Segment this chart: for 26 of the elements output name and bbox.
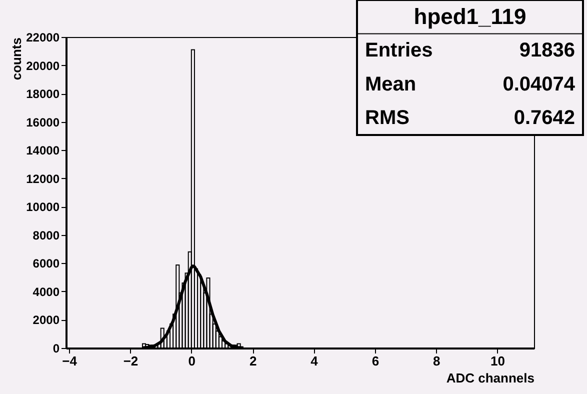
y-tick-label: 6000 [32, 256, 60, 271]
y-tick-label: 14000 [26, 144, 60, 158]
x-tick-label: 8 [433, 354, 440, 368]
y-tick-label: 16000 [26, 115, 60, 130]
x-tick-label: 2 [249, 354, 257, 368]
y-tick-label: 8000 [32, 228, 60, 242]
x-tick-label: 4 [310, 354, 319, 368]
x-tick-label: 0 [188, 354, 196, 368]
text: RMS 0.7642 [365, 107, 575, 130]
y-tick-label: 20000 [26, 58, 60, 73]
y-tick-label: 22000 [26, 30, 60, 44]
x-tick-label: 10 [490, 354, 506, 368]
x-tick-label: −4 [62, 354, 78, 368]
chart-title: hped1_119 [414, 4, 526, 29]
y-tick-label: 2000 [32, 313, 60, 328]
x-tick-label: 6 [372, 354, 380, 368]
y-tick-label: 0 [52, 342, 60, 356]
text: Entries 91836 [365, 40, 575, 62]
y-tick-label: 18000 [26, 87, 60, 102]
x-axis-title: ADC channels [446, 370, 534, 386]
x-tick-label: −2 [123, 354, 138, 368]
text: Mean 0.04074 [365, 73, 575, 96]
y-axis-title: counts [9, 38, 24, 80]
y-tick-label: 12000 [26, 172, 60, 186]
y-tick-label: 10000 [26, 200, 60, 214]
y-tick-label: 4000 [32, 284, 60, 299]
